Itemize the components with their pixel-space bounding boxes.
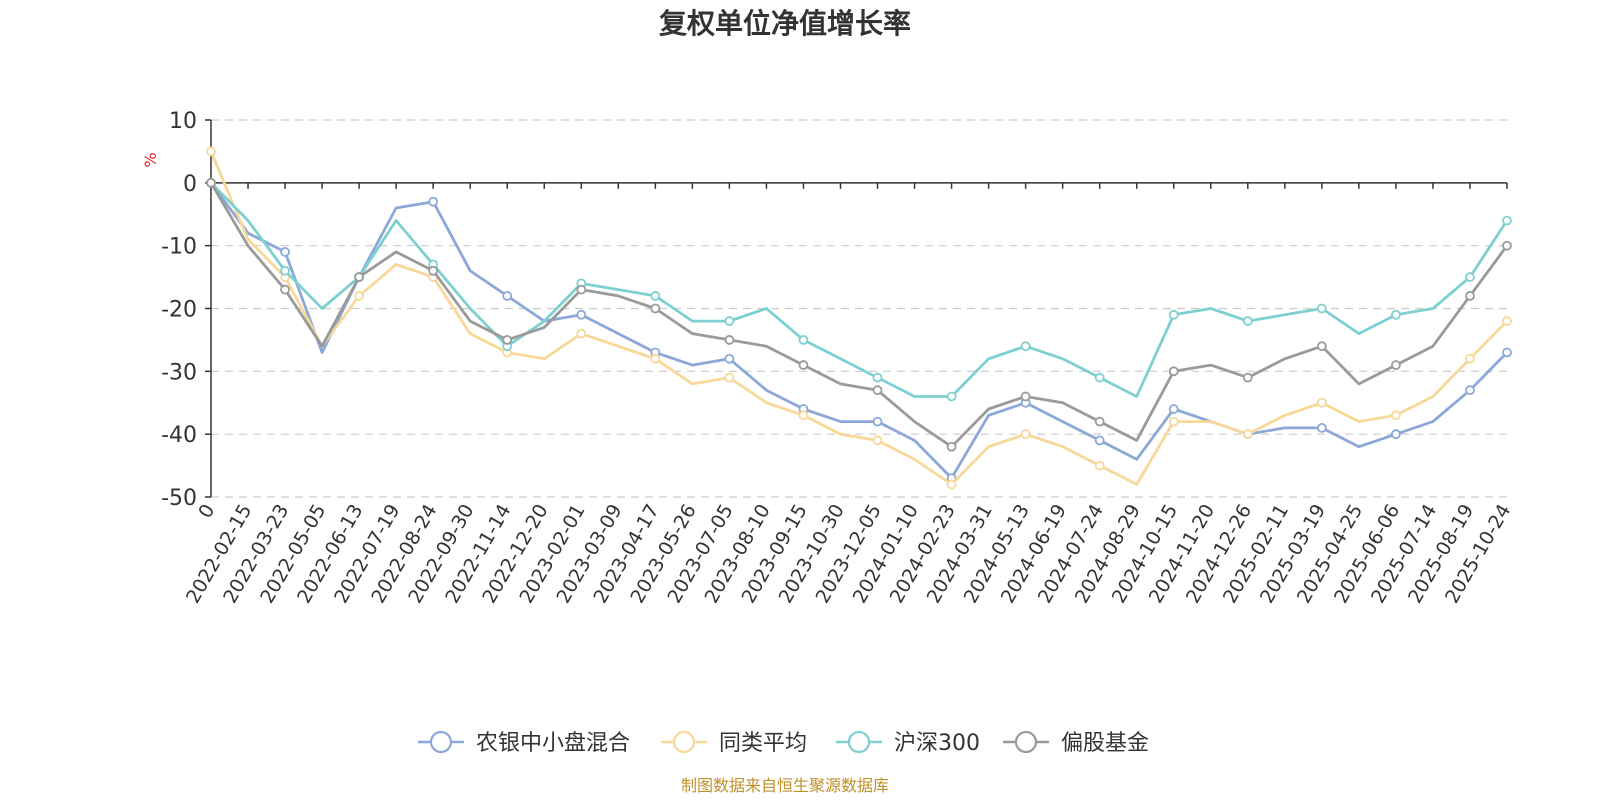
series-line-0 xyxy=(209,181,1508,480)
data-point xyxy=(354,291,365,301)
x-tick-label: 0 xyxy=(194,501,219,522)
data-point xyxy=(1242,429,1253,440)
data-point xyxy=(280,247,290,257)
data-point xyxy=(650,303,661,314)
y-tick-0: 0 xyxy=(183,172,197,197)
data-point xyxy=(1094,460,1105,471)
series-line-2 xyxy=(210,181,1509,398)
data-point xyxy=(1094,372,1105,383)
data-point xyxy=(1316,397,1327,408)
data-point xyxy=(1020,341,1031,352)
y-tick--30: -30 xyxy=(161,360,197,385)
data-point xyxy=(1242,316,1253,326)
legend-label: 同类平均 xyxy=(719,731,807,756)
chart-title: 复权单位净值增长率 xyxy=(659,7,911,40)
series-lines xyxy=(206,146,1512,490)
data-point xyxy=(502,335,513,345)
legend-label: 农银中小盘混合 xyxy=(476,731,630,756)
data-point xyxy=(1391,360,1401,370)
data-point xyxy=(650,291,661,301)
data-point xyxy=(428,196,439,207)
legend[interactable]: 农银中小盘混合 同类平均 沪深300 偏股基金 xyxy=(418,730,1149,756)
data-point xyxy=(576,328,587,339)
y-axis-unit: % xyxy=(141,152,160,167)
data-point xyxy=(1242,372,1253,383)
legend-marker-icon xyxy=(1014,730,1038,754)
data-point xyxy=(650,353,661,364)
data-point xyxy=(1168,416,1179,427)
data-point xyxy=(206,177,216,188)
data-point xyxy=(502,291,513,301)
data-point xyxy=(1094,416,1105,427)
data-point xyxy=(798,335,809,345)
data-point xyxy=(1316,303,1327,314)
data-point xyxy=(576,284,587,295)
data-point xyxy=(1502,347,1512,358)
data-point xyxy=(428,265,439,276)
data-source-note: 制图数据来自恒生聚源数据库 xyxy=(681,776,889,795)
x-tick-labels: 02022-02-152022-03-232022-05-052022-06-1… xyxy=(182,182,1515,607)
data-point xyxy=(872,416,883,427)
data-point xyxy=(724,353,735,364)
data-point xyxy=(946,391,957,402)
data-point xyxy=(946,479,957,490)
data-point xyxy=(1391,429,1401,440)
data-point xyxy=(1502,240,1512,251)
legend-item-1[interactable]: 同类平均 xyxy=(661,730,807,756)
data-point xyxy=(1316,341,1327,352)
legend-item-3[interactable]: 偏股基金 xyxy=(1003,730,1149,756)
legend-marker-icon xyxy=(429,730,453,754)
data-point xyxy=(576,309,587,320)
data-point xyxy=(1391,309,1401,320)
legend-label: 沪深300 xyxy=(894,731,980,756)
legend-marker-icon xyxy=(847,730,871,754)
data-point xyxy=(724,316,735,326)
data-point xyxy=(724,372,735,383)
data-point xyxy=(1465,385,1475,396)
data-point xyxy=(1020,391,1031,402)
data-point xyxy=(280,284,290,295)
data-point xyxy=(1391,410,1401,421)
data-point xyxy=(354,272,365,282)
data-point xyxy=(798,360,809,370)
legend-marker-icon xyxy=(672,730,696,754)
data-point xyxy=(1502,215,1512,226)
series-line-1 xyxy=(209,150,1508,486)
data-point xyxy=(1094,435,1105,446)
data-point xyxy=(1168,309,1179,320)
y-tick-labels: 10 0 -10 -20 -30 -40 -50 xyxy=(161,109,211,511)
data-point xyxy=(1465,291,1475,301)
data-point xyxy=(872,372,883,383)
data-point xyxy=(1502,316,1512,326)
data-point xyxy=(798,410,809,421)
data-point xyxy=(1465,272,1475,282)
data-point xyxy=(1168,404,1179,414)
data-point xyxy=(280,265,290,276)
legend-item-0[interactable]: 农银中小盘混合 xyxy=(418,730,630,756)
data-point xyxy=(946,441,957,452)
data-point xyxy=(206,146,216,157)
y-tick--20: -20 xyxy=(161,298,197,323)
y-tick-10: 10 xyxy=(169,109,197,134)
data-point xyxy=(1020,429,1031,440)
data-point xyxy=(872,435,883,446)
grid-lines xyxy=(211,119,1507,498)
data-point xyxy=(1316,422,1327,433)
y-tick--50: -50 xyxy=(161,486,197,511)
y-tick--10: -10 xyxy=(161,235,197,260)
data-point xyxy=(1465,353,1475,364)
series-line-3 xyxy=(209,182,1509,449)
y-tick--40: -40 xyxy=(161,423,197,448)
legend-label: 偏股基金 xyxy=(1061,731,1149,756)
data-point xyxy=(872,385,883,396)
data-point xyxy=(1168,366,1179,377)
data-point xyxy=(724,335,735,345)
legend-item-2[interactable]: 沪深300 xyxy=(836,730,980,756)
